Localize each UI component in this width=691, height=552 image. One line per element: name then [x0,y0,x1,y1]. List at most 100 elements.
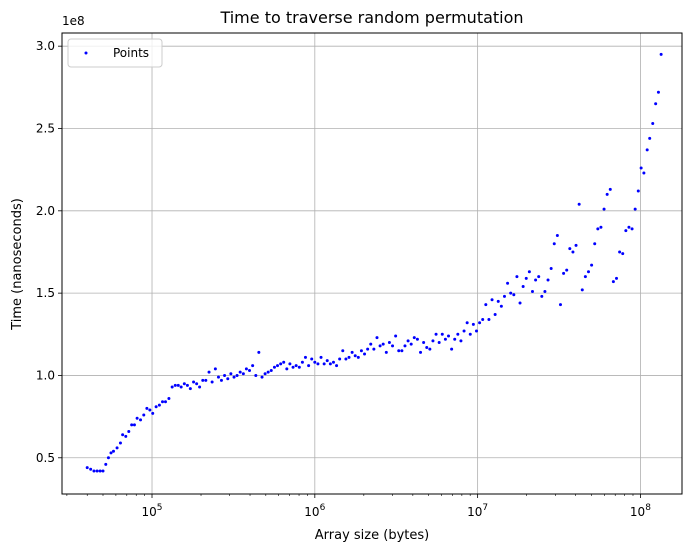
x-tick-label-exponent: 7 [482,503,488,513]
data-point [266,370,270,374]
legend-label-points: Points [113,46,149,60]
data-point [124,434,128,438]
y-tick-label: 0.5 [36,451,55,465]
data-point [335,364,339,368]
data-point [254,373,258,377]
data-point [409,342,413,346]
data-point [387,341,391,345]
data-point [540,294,544,298]
plot-area [62,33,682,494]
data-point [645,148,649,152]
data-point [605,192,609,196]
data-point [599,225,603,229]
data-point [248,369,251,373]
data-point [496,299,500,303]
data-point [216,375,220,379]
data-point [297,365,301,369]
data-point [104,462,108,466]
data-point [276,364,280,368]
data-point [506,281,510,285]
x-tick-label-base: 10 [304,505,319,519]
data-point [192,380,196,384]
data-point [499,304,503,308]
data-point [562,271,566,275]
data-point [633,207,637,211]
data-point [232,375,236,379]
data-point [384,350,388,354]
data-point [602,207,606,211]
data-point [127,429,131,433]
data-point [282,360,286,364]
data-point [580,288,584,292]
data-point [328,362,332,366]
data-point [188,387,192,391]
data-point [534,278,538,282]
x-axis-ticks: 105 106 107 108 [66,494,651,519]
data-point [586,270,590,274]
data-point [453,337,457,341]
legend: Points [67,38,163,68]
legend-box [67,38,163,68]
y-tick-label: 1.5 [36,286,55,300]
data-point [111,449,115,453]
data-point [406,339,410,343]
data-point [611,280,615,284]
data-point [363,352,367,356]
data-point [518,301,522,305]
data-point [543,289,547,293]
y-tick-label: 3.0 [36,39,55,53]
data-point [369,342,373,346]
data-point [161,400,164,404]
data-point [381,342,385,346]
data-point [257,350,261,354]
data-point [527,270,531,274]
data-point [630,227,634,231]
x-tick-label-exponent: 8 [645,503,651,513]
data-point [552,242,556,246]
data-point [574,243,578,247]
data-point [400,349,404,353]
data-point [167,397,171,401]
data-point [316,362,320,366]
data-point [279,362,283,366]
data-point [378,344,382,348]
data-point [627,225,631,229]
data-point [474,329,478,333]
data-point [565,268,569,272]
y-tick-label: 2.0 [36,204,55,218]
data-point [235,373,239,377]
data-point [325,359,329,363]
data-point [135,416,139,420]
data-point [648,136,652,140]
data-point [447,334,451,338]
data-point [310,357,314,361]
data-point [618,250,622,254]
data-point [272,365,276,369]
y-axis-label: Time (nanoseconds) [10,198,25,331]
x-tick-label: 107 [467,503,488,519]
data-point [512,293,516,297]
x-tick-label-exponent: 5 [157,503,163,513]
data-point [403,344,407,348]
data-point [394,334,398,338]
data-point [530,289,534,293]
data-point [319,355,323,359]
legend-marker [84,51,88,55]
data-point [288,362,292,366]
grid [62,33,682,494]
data-point [621,252,625,256]
data-point [558,303,562,307]
data-point [338,357,342,361]
data-point [121,433,125,437]
data-point [443,337,447,341]
data-point [654,102,658,106]
chart-title: Time to traverse random permutation [219,8,523,27]
plot-frame [61,32,683,495]
data-point [132,423,136,427]
data-point [425,345,429,349]
data-point [375,336,379,340]
data-point [179,385,183,389]
data-point [313,360,317,364]
data-point [163,400,167,404]
